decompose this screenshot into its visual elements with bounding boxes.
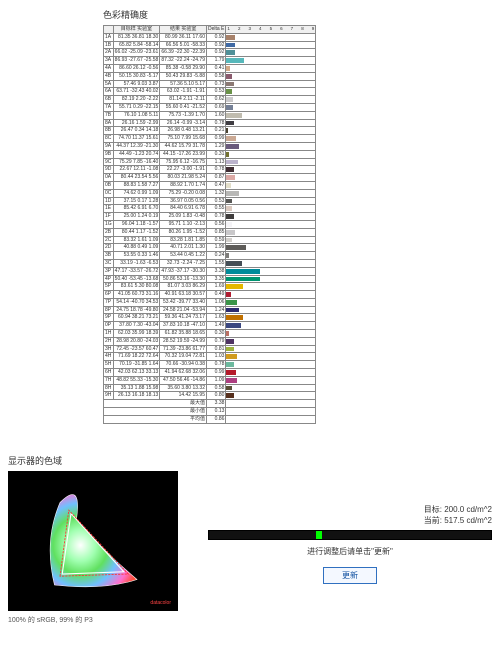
table-row: 9A44.37 12.39 -21.3044.62 15.79 31.781.2… — [104, 142, 316, 150]
table-row: 2B80.44 1.17 -1.5280.26 1.95 -1.520.85 — [104, 228, 316, 236]
table-row: 9P60.94 38.21 73.2159.36 41.24 73.171.63 — [104, 314, 316, 322]
table-row: 8C74.70 11.37 15.6175.10 7.99 15.680.99 — [104, 135, 316, 143]
table-row: 6P41.05 60.73 31.1640.91 63.18 30.570.49 — [104, 291, 316, 299]
table-row: 4P50.40 -53.45 -13.6850.86 53.16 -13.303… — [104, 275, 316, 283]
table-row: 9D22.67 12.11 -1.0822.27 -3.00 -1.910.78 — [104, 166, 316, 174]
table-row: 2H28.98 20.80 -24.0328.52 19.59 -24.990.… — [104, 337, 316, 345]
table-row: 6B82.19 2.20 -2.2281.14 2.11 -2.110.62 — [104, 96, 316, 104]
brightness-slider[interactable] — [208, 530, 492, 540]
gamut-title: 显示器的色域 — [8, 454, 188, 467]
hdr-target: 目标样 实验室 — [113, 26, 160, 34]
table-row: 3C33.19 -1.63 -6.5332.73 -2.24 -7.251.55 — [104, 259, 316, 267]
table-row: 3P47.17 -33.57 -26.7247.93 -37.17 -30.30… — [104, 267, 316, 275]
table-row: 1F25.00 1.24 0.1925.09 1.83 -0.480.78 — [104, 213, 316, 221]
summary-row: 平均值0.86 — [104, 415, 316, 423]
table-row: 5H70.19 -31.85 1.6470.66 -30.94 0.380.78 — [104, 361, 316, 369]
update-button[interactable]: 更新 — [323, 567, 377, 584]
hdr-id — [104, 26, 114, 34]
table-row: 9C75.29 7.85 -16.4075.95 6.12 -16.751.13 — [104, 158, 316, 166]
table-row: 7A55.71 0.29 -22.1555.60 0.41 -21.520.69 — [104, 103, 316, 111]
table-row: 1D37.15 0.17 1.2836.97 0.05 0.560.53 — [104, 197, 316, 205]
instruction-text: 进行调整后请单击"更新" — [208, 546, 492, 557]
table-row: 8B26.47 0.34 14.1826.98 0.48 13.210.21 — [104, 127, 316, 135]
gamut-caption: 100% 的 sRGB, 99% 的 P3 — [8, 615, 188, 625]
current-line: 当前: 517.5 cd/m^2 — [208, 515, 492, 526]
table-row: 3B53.55 0.33 1.4653.44 0.45 1.220.24 — [104, 252, 316, 260]
table-row: 6A63.71 -32.43 40.0263.02 -1.91 -1.910.5… — [104, 88, 316, 96]
summary-row: 最大值3.38 — [104, 400, 316, 408]
table-row: 5P83.61 5.30 80.0881.07 3.03 86.291.69 — [104, 283, 316, 291]
table-row: 2C83.32 1.61 1.0983.28 1.81 1.850.59 — [104, 236, 316, 244]
table-row: 9H26.13 16.18 18.1314.42 15.950.80 — [104, 392, 316, 400]
table-row: 1H62.03 35.99 18.3961.82 35.88 18.650.30 — [104, 330, 316, 338]
table-row: 6H42.03 62.13 33.1341.94 62.68 32.060.99 — [104, 369, 316, 377]
table-row: 5A57.46 9.03 3.8757.36 5.10 5.170.73 — [104, 80, 316, 88]
gamut-diagram: datacolor — [8, 471, 178, 611]
table-row: 1B65.82 5.84 -58.1466.56 5.01 -58.330.92 — [104, 41, 316, 49]
table-row: 0C74.62 0.99 1.0975.29 -0.20 0.081.32 — [104, 189, 316, 197]
summary-row: 最小值0.13 — [104, 408, 316, 416]
goal-line: 目标: 200.0 cd/m^2 — [208, 504, 492, 515]
table-row: 7P54.14 -40.70 34.5353.42 -39.77 33.401.… — [104, 298, 316, 306]
table-row: 1A81.35 36.81 18.3080.99 36.11 17.600.92 — [104, 33, 316, 41]
table-row: 1G96.04 1.18 -1.5795.71 1.10 -2.130.56 — [104, 220, 316, 228]
table-row: 0A80.44 23.54 5.5680.03 21.98 5.240.87 — [104, 174, 316, 182]
table-row: 3A86.93 -27.67 -25.5887.32 -22.24 -24.79… — [104, 57, 316, 65]
table-row: 9B44.49 -1.23 20.7444.15 -17.26 23.990.3… — [104, 150, 316, 158]
cie-tongue-icon — [38, 486, 148, 596]
brand-label: datacolor — [147, 599, 174, 607]
table-row: 7B76.10 1.08 5.1175.73 -1.39 1.701.60 — [104, 111, 316, 119]
table-row: 2D40.88 0.49 1.0940.71 2.01 1.301.99 — [104, 244, 316, 252]
table-row: 4H71.69 18.22 72.6470.32 19.04 72.811.03 — [104, 353, 316, 361]
table-row: 8H35.13 1.88 15.9835.60 3.80 13.320.58 — [104, 384, 316, 392]
hdr-delta: Delta E — [206, 26, 225, 34]
table-row: 8P24.75 18.78 -49.8024.58 21.04 -53.941.… — [104, 306, 316, 314]
table-row: 2A66.02 -25.09 -23.6166.39 -22.30 -22.39… — [104, 49, 316, 57]
hdr-bars: 123456789 — [226, 26, 316, 34]
table-row: 0P37.80 7.30 -43.0437.83 10.18 -47.101.4… — [104, 322, 316, 330]
table-row: 8A26.16 1.59 -2.9926.14 -0.99 -3.140.78 — [104, 119, 316, 127]
table-row: 4B50.15 30.83 -5.1750.43 29.83 -5.880.58 — [104, 72, 316, 80]
table-row: 0B88.83 1.58 7.2788.92 1.70 1.740.47 — [104, 181, 316, 189]
color-accuracy-title: 色彩精确度 — [103, 8, 316, 21]
hdr-result: 结果 实验室 — [160, 26, 207, 34]
table-row: 7H48.82 55.33 -15.3047.50 56.46 -14.861.… — [104, 376, 316, 384]
table-row: 1E85.42 6.91 6.7084.40 6.91 6.780.55 — [104, 205, 316, 213]
table-row: 4A86.60 26.12 -0.5685.38 -0.58 29.900.41 — [104, 64, 316, 72]
color-table: 目标样 实验室 结果 实验室 Delta E 123456789 1A81.35… — [103, 25, 316, 424]
table-row: 3H72.45 -23.57 60.4771.39 -23.86 61.770.… — [104, 345, 316, 353]
